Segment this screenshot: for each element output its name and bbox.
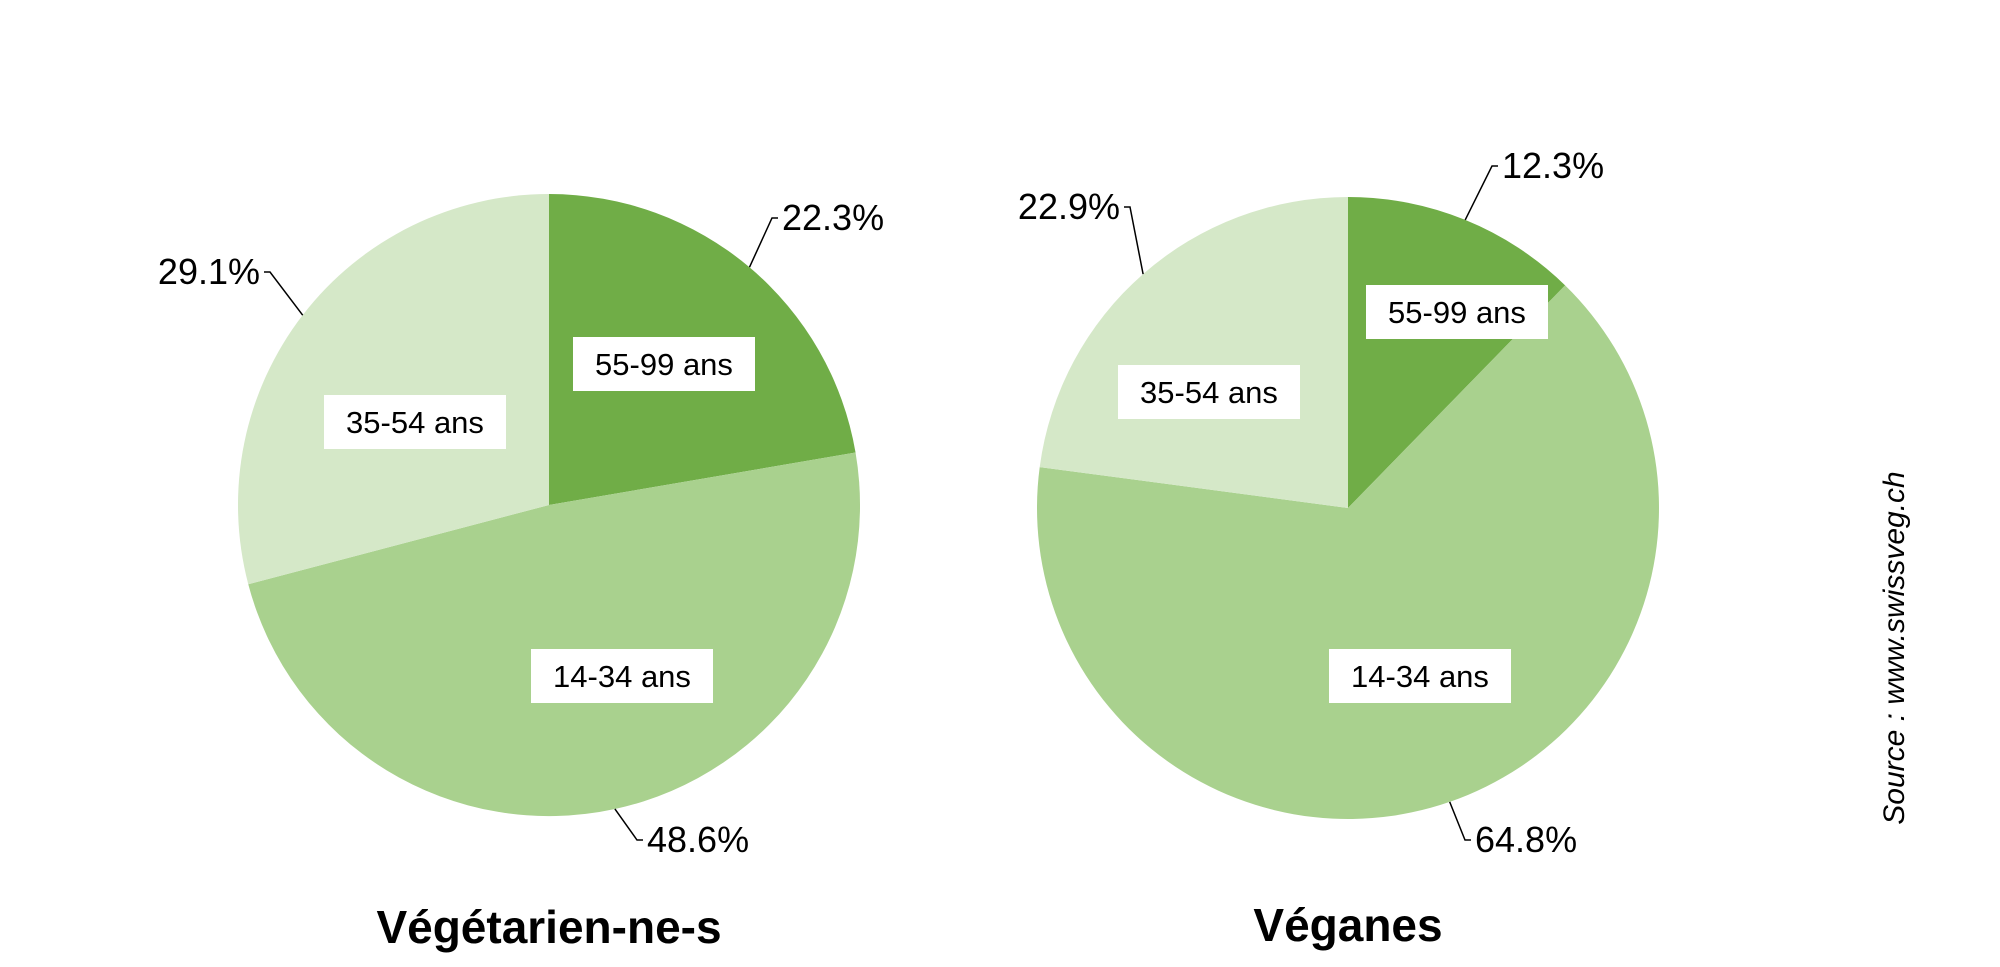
category-label-35-54-ans: 35-54 ans [346,405,484,440]
leader-line [1449,801,1471,841]
category-label-box [1329,649,1511,703]
category-label-box [1118,365,1300,419]
pie-chart-vegans: 55-99 ans 14-34 ans 35-54 ans 12.3% 64.8% 22.… [1018,145,1659,951]
percentage-label: 48.6% [647,819,749,860]
category-label-box [324,395,506,449]
leader-line [1124,206,1144,275]
leader-line [1464,165,1498,221]
leader-line [614,808,643,841]
category-label-14-34-ans: 14-34 ans [1351,659,1489,694]
chart-title: Véganes [1253,899,1442,951]
percentage-label: 12.3% [1502,145,1604,186]
pie-chart-vegetarians: 55-99 ans 14-34 ans 35-54 ans 22.3% 48.6% 29.… [158,194,884,953]
percentage-label: 22.9% [1018,186,1120,227]
category-label-box [1366,285,1548,339]
percentage-label: 64.8% [1475,819,1577,860]
pie-slice-35-54-ans [1039,197,1348,508]
leader-line [748,217,778,268]
pie-slice-14-34-ans [248,452,861,817]
category-label-box [531,649,713,703]
pie-slice-35-54-ans [237,194,549,585]
category-label-14-34-ans: 14-34 ans [553,659,691,694]
category-label-55-99-ans: 55-99 ans [595,347,733,382]
percentage-label: 29.1% [158,251,260,292]
leader-line [264,271,304,316]
percentage-label: 22.3% [782,197,884,238]
category-label-35-54-ans: 35-54 ans [1140,375,1278,410]
category-label-55-99-ans: 55-99 ans [1388,295,1526,330]
pie-slice-55-99-ans [1348,197,1566,508]
source-note: Source : www.swissveg.ch [1878,471,1911,824]
chart-title: Végétarien-ne-s [376,901,721,953]
category-label-box [573,337,755,391]
